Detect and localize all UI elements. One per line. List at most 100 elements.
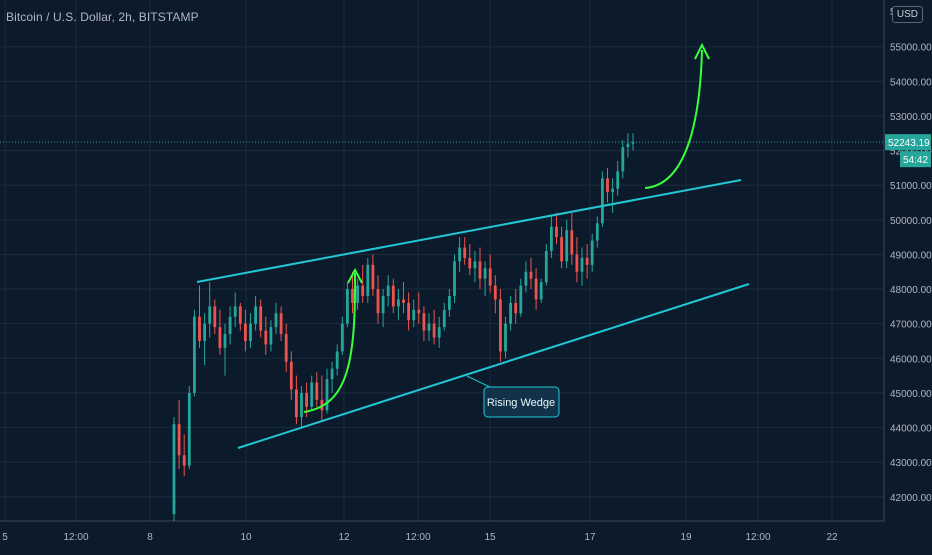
wedge-lower-trendline[interactable] — [237, 283, 750, 449]
last-price-label: 52243.19 — [888, 138, 930, 149]
candle-body — [595, 223, 599, 241]
candle-body — [254, 306, 258, 324]
candle-body — [473, 261, 477, 269]
candle-body — [580, 257, 584, 272]
candle-body — [381, 295, 385, 314]
candle-body — [488, 268, 492, 286]
candle-body — [422, 313, 426, 331]
candle-body — [208, 306, 212, 324]
candle-body — [376, 289, 380, 314]
candle-body — [606, 178, 609, 193]
x-tick-label: 22 — [826, 532, 838, 543]
candle-body — [172, 424, 176, 515]
curved-arrow-2[interactable] — [644, 49, 703, 189]
candle-body — [524, 271, 528, 286]
candle-body — [187, 392, 191, 466]
y-tick-label: 48000.00 — [890, 285, 932, 296]
y-tick-label: 47000.00 — [890, 320, 932, 331]
candle-body — [565, 230, 569, 262]
candle-body — [468, 257, 472, 269]
candle-body — [417, 309, 421, 314]
candle-body — [289, 361, 293, 390]
candle-body — [519, 285, 523, 314]
candle-body — [626, 143, 630, 148]
y-tick-label: 45000.00 — [890, 389, 932, 400]
arrowhead-icon — [694, 42, 710, 60]
candle-body — [259, 306, 263, 331]
candle-body — [493, 285, 497, 300]
y-tick-label: 42000.00 — [890, 493, 932, 504]
x-tick-label: 8 — [147, 532, 153, 543]
candle-body — [386, 285, 390, 296]
candle-body — [575, 254, 579, 272]
candle-body — [529, 271, 533, 279]
candle-body — [294, 389, 298, 418]
candle-body — [213, 306, 217, 328]
candle-body — [366, 264, 370, 296]
candle-body — [361, 285, 365, 296]
callout-box[interactable] — [483, 386, 560, 418]
y-tick-label: 46000.00 — [890, 354, 932, 365]
candle-body — [600, 178, 604, 224]
candle-body — [611, 188, 615, 193]
candle-body — [549, 226, 553, 251]
x-tick-label: 15 — [484, 532, 496, 543]
candle-body — [228, 316, 232, 335]
y-tick-label: 50000.00 — [890, 216, 932, 227]
candle-body — [621, 147, 625, 172]
curved-arrow-1[interactable] — [303, 272, 357, 413]
callout-label: Rising Wedge — [487, 397, 555, 409]
y-tick-label: 51000.00 — [890, 181, 932, 192]
y-tick-label: 54000.00 — [890, 77, 932, 88]
candle-body — [300, 392, 303, 418]
candle-body — [463, 247, 467, 258]
wedge-upper-trendline[interactable] — [196, 179, 742, 283]
candle-body — [478, 261, 482, 279]
candle-body — [534, 278, 538, 300]
candle-body — [498, 299, 502, 352]
candle-body — [310, 382, 314, 407]
candle-body — [182, 455, 186, 466]
candle-body — [351, 289, 354, 303]
x-tick-label: 12:00 — [745, 532, 770, 543]
candle-body — [560, 237, 564, 262]
y-tick-label: 44000.00 — [890, 424, 932, 435]
candle-body — [192, 316, 196, 393]
candle-body — [437, 327, 441, 338]
y-tick-label: 55000.00 — [890, 43, 932, 54]
candle-body — [447, 295, 451, 310]
x-tick-label: 12:00 — [405, 532, 430, 543]
candle-body — [585, 257, 589, 265]
candle-body — [238, 306, 242, 324]
candle-body — [412, 309, 416, 321]
candle-body — [391, 285, 395, 307]
candle-body — [396, 299, 400, 307]
candle-body — [223, 334, 227, 348]
candle-body — [315, 382, 319, 400]
candle-body — [335, 351, 339, 369]
x-tick-label: 12 — [338, 532, 350, 543]
candle-body — [458, 247, 462, 262]
candle-body — [371, 264, 375, 290]
candle-body — [432, 323, 436, 338]
candle-body — [233, 306, 237, 317]
last-price-tag — [885, 134, 931, 151]
x-tick-label: 10 — [240, 532, 252, 543]
x-tick-label: 19 — [680, 532, 692, 543]
x-tick-label: 17 — [584, 532, 596, 543]
candle-body — [284, 334, 288, 362]
candle-body — [631, 142, 635, 144]
y-tick-label: 49000.00 — [890, 250, 932, 261]
candle-body — [177, 424, 181, 456]
symbol-title: Bitcoin / U.S. Dollar, 2h, BITSTAMP — [6, 10, 199, 24]
candle-body — [590, 240, 594, 265]
countdown-tag — [900, 151, 931, 168]
candle-body — [514, 302, 518, 314]
candle-body — [402, 299, 405, 303]
currency-button[interactable]: USD — [891, 6, 923, 23]
candle-body — [616, 171, 620, 189]
candle-body — [203, 323, 207, 341]
